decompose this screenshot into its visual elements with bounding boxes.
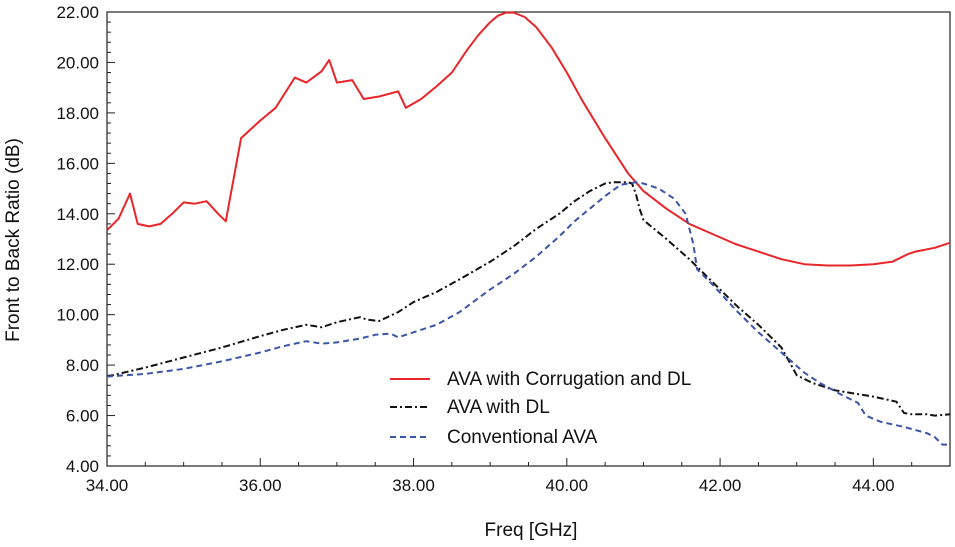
y-tick-label: 18.00 [56, 104, 99, 123]
x-tick-label: 38.00 [392, 476, 435, 495]
y-tick-label: 14.00 [56, 205, 99, 224]
y-tick-label: 20.00 [56, 53, 99, 72]
series-line-1 [106, 11, 951, 267]
y-tick-label: 4.00 [66, 457, 99, 476]
y-tick-label: 22.00 [56, 3, 99, 22]
y-axis-ticks: 4.00 6.00 8.00 10.00 12.00 14.00 16.00 18.00 20.… [56, 3, 115, 476]
series-line-3 [106, 181, 950, 446]
legend-label: AVA with Corrugation and DL [447, 369, 691, 390]
legend-label: AVA with DL [447, 397, 550, 418]
legend-label: Conventional AVA [447, 427, 598, 448]
x-axis-ticks: 34.00 36.00 38.00 40.00 42.00 44.00 [86, 458, 951, 495]
x-tick-label: 40.00 [546, 476, 589, 495]
x-axis-label: Freq [GHz] [485, 520, 578, 541]
x-tick-label: 34.00 [86, 476, 129, 495]
x-tick-label: 42.00 [699, 476, 742, 495]
series-line-2 [106, 181, 951, 417]
x-tick-label: 44.00 [852, 476, 895, 495]
y-tick-label: 12.00 [56, 255, 99, 274]
y-axis-label: Front to Back Ratio (dB) [3, 138, 24, 342]
legend: AVA with Corrugation and DL AVA with DL Co… [390, 369, 691, 448]
x-tick-label: 36.00 [239, 476, 282, 495]
y-tick-label: 10.00 [56, 306, 99, 325]
y-tick-label: 6.00 [66, 407, 99, 426]
series-layer [106, 11, 951, 446]
y-tick-label: 8.00 [66, 356, 99, 375]
y-tick-label: 16.00 [56, 154, 99, 173]
